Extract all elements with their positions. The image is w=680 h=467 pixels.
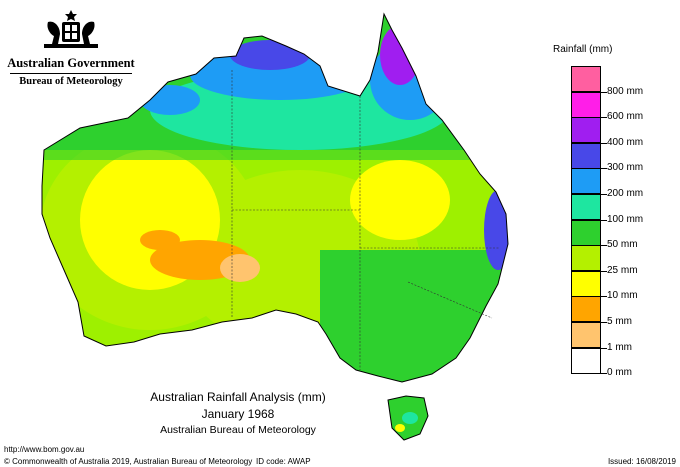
legend-tick: [601, 91, 607, 93]
website-url: http://www.bom.gov.au: [4, 445, 85, 454]
legend-swatch: [571, 296, 601, 323]
map-source: Australian Bureau of Meteorology: [160, 424, 316, 436]
legend-swatch: [571, 322, 601, 348]
legend-swatch: [571, 142, 601, 169]
map-period: January 1968: [201, 407, 275, 421]
legend-title: Rainfall (mm): [553, 44, 613, 55]
legend-tick: [601, 142, 607, 144]
legend-label: 10 mm: [607, 290, 638, 302]
legend-swatch: [571, 219, 601, 246]
map-title: Australian Rainfall Analysis (mm): [150, 390, 326, 404]
bureau-title: Bureau of Meteorology: [19, 76, 123, 87]
legend-swatch: [571, 194, 601, 220]
bom-header: Australian Government Bureau of Meteorol…: [6, 8, 136, 87]
legend-tick: [601, 347, 607, 349]
issued-date: Issued: 16/08/2019: [607, 457, 676, 466]
legend-tick: [601, 219, 607, 221]
header-divider: [10, 73, 132, 74]
government-title: Australian Government: [7, 56, 135, 70]
legend-label: 1 mm: [607, 341, 632, 353]
legend-swatch: [571, 168, 601, 195]
legend-label: 400 mm: [607, 136, 644, 148]
legend-tick: [601, 373, 607, 375]
legend-label: 600 mm: [607, 111, 644, 123]
legend-label: 800 mm: [607, 85, 644, 97]
legend-label: 50 mm: [607, 239, 638, 251]
copyright-text: © Commonwealth of Australia 2019, Austra…: [4, 457, 253, 466]
legend-tick: [601, 296, 607, 298]
legend-swatch: [571, 245, 601, 272]
legend-swatch: [571, 347, 601, 374]
legend-tick: [601, 117, 607, 119]
legend-tick: [601, 168, 607, 170]
legend-tick: [601, 194, 607, 195]
legend-swatch: [571, 270, 601, 297]
legend-label: 25 mm: [607, 264, 638, 276]
legend-label: 300 mm: [607, 162, 644, 174]
legend-tick: [601, 270, 607, 272]
legend-swatch: [571, 117, 601, 144]
legend-label: 0 mm: [607, 367, 632, 379]
legend-swatch: [571, 91, 601, 118]
id-code: ID code: AWAP: [256, 457, 311, 466]
legend-label: 200 mm: [607, 188, 644, 199]
legend-label: 5 mm: [607, 316, 632, 327]
legend-tick: [601, 245, 607, 247]
legend-label: 100 mm: [607, 213, 644, 225]
legend-tick: [601, 322, 607, 323]
coat-of-arms-icon: [44, 10, 98, 48]
legend-swatch: [571, 66, 601, 92]
